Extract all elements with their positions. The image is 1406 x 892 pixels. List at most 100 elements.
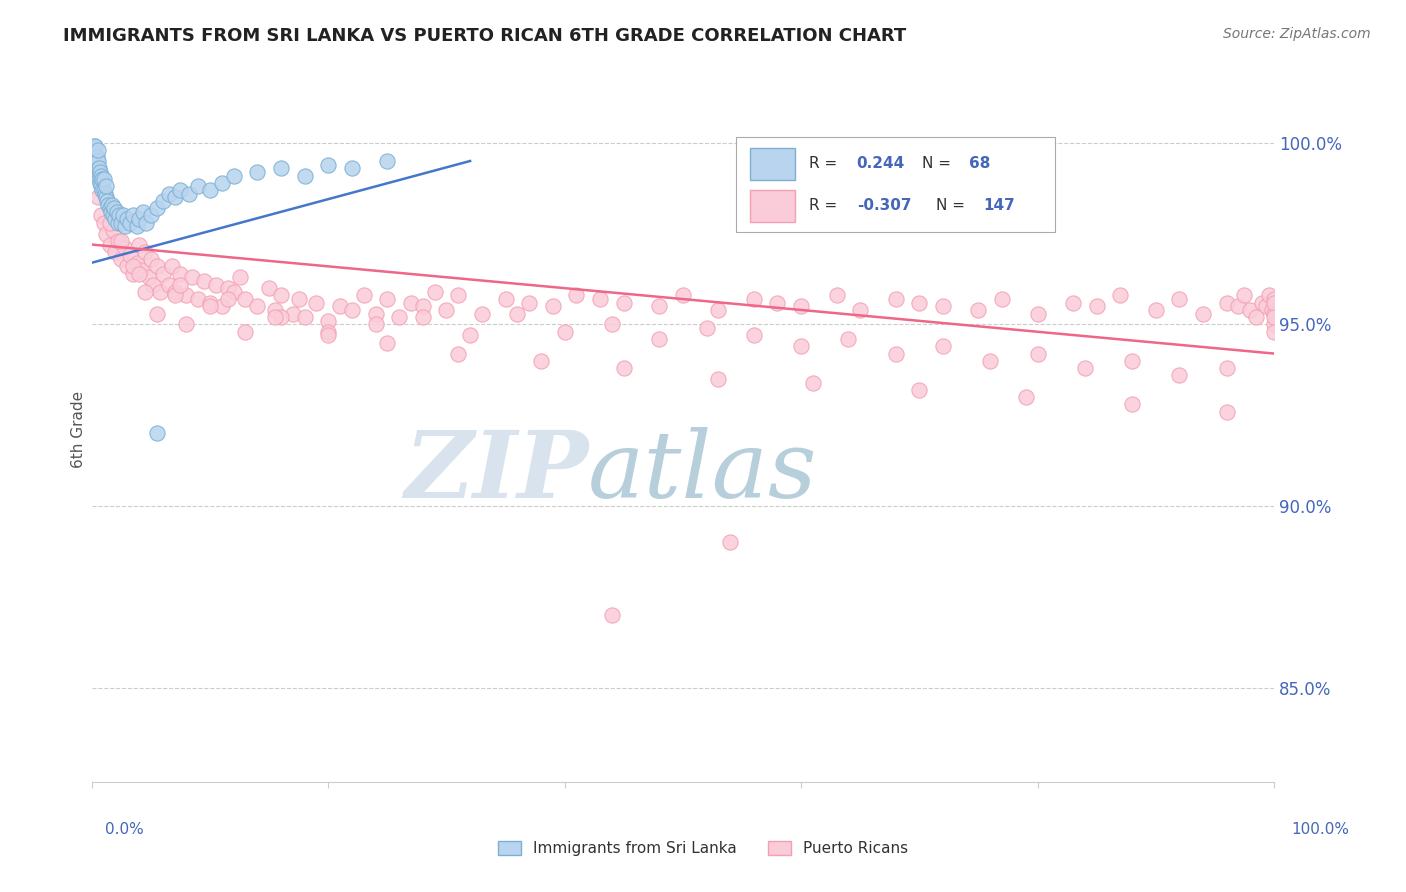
Point — [790, 339, 813, 353]
Point — [742, 292, 765, 306]
Text: N =: N = — [936, 198, 970, 213]
Point — [281, 307, 304, 321]
Point — [1215, 361, 1237, 376]
Point — [471, 307, 494, 321]
Point — [766, 295, 789, 310]
Point — [128, 267, 150, 281]
Point — [103, 201, 125, 215]
Point — [908, 295, 931, 310]
Point — [181, 270, 204, 285]
Text: R =: R = — [810, 156, 842, 171]
Point — [554, 325, 576, 339]
Text: 100.0%: 100.0% — [1292, 822, 1350, 837]
Point — [105, 205, 128, 219]
Point — [94, 227, 117, 241]
FancyBboxPatch shape — [737, 137, 1056, 233]
Point — [163, 190, 186, 204]
Point — [89, 176, 111, 190]
Point — [110, 234, 132, 248]
Point — [1215, 295, 1237, 310]
Point — [837, 332, 859, 346]
Point — [991, 292, 1014, 306]
Point — [139, 209, 162, 223]
Point — [94, 186, 117, 201]
Legend: Immigrants from Sri Lanka, Puerto Ricans: Immigrants from Sri Lanka, Puerto Ricans — [492, 835, 914, 862]
Point — [1227, 299, 1250, 313]
Point — [152, 194, 174, 208]
Point — [101, 197, 124, 211]
Point — [176, 318, 198, 332]
Point — [86, 143, 108, 157]
Point — [246, 299, 269, 313]
Point — [1239, 302, 1261, 317]
Point — [932, 299, 955, 313]
Point — [364, 318, 387, 332]
Point — [412, 299, 434, 313]
Point — [884, 346, 907, 360]
Point — [1215, 405, 1237, 419]
Point — [198, 183, 221, 197]
Point — [648, 332, 671, 346]
Point — [111, 209, 134, 223]
Point — [198, 295, 221, 310]
Point — [458, 328, 481, 343]
Point — [169, 277, 191, 292]
Point — [101, 223, 124, 237]
Point — [104, 244, 127, 259]
Point — [1121, 397, 1143, 411]
Point — [163, 288, 186, 302]
Point — [672, 288, 695, 302]
Point — [316, 328, 339, 343]
Point — [86, 165, 108, 179]
Point — [967, 302, 990, 317]
Point — [187, 179, 209, 194]
Point — [131, 205, 153, 219]
Point — [84, 139, 107, 153]
Point — [353, 288, 375, 302]
Point — [114, 219, 136, 234]
Point — [825, 288, 848, 302]
Point — [270, 161, 292, 176]
Text: -0.307: -0.307 — [856, 198, 911, 213]
Text: 68: 68 — [969, 156, 990, 171]
Point — [1085, 299, 1108, 313]
Point — [423, 285, 446, 299]
Point — [316, 314, 339, 328]
Point — [375, 292, 398, 306]
Point — [506, 307, 529, 321]
Text: ZIP: ZIP — [404, 427, 588, 517]
Point — [375, 335, 398, 350]
Point — [1144, 302, 1167, 317]
Point — [447, 346, 470, 360]
FancyBboxPatch shape — [751, 148, 796, 180]
Point — [589, 292, 612, 306]
Point — [264, 302, 287, 317]
Point — [1258, 288, 1281, 302]
Point — [375, 153, 398, 168]
Point — [114, 241, 136, 255]
Point — [530, 354, 553, 368]
Point — [87, 161, 110, 176]
Point — [134, 244, 156, 259]
Point — [648, 299, 671, 313]
Point — [125, 219, 148, 234]
Point — [270, 310, 292, 325]
Point — [718, 535, 741, 549]
Point — [118, 248, 141, 262]
Point — [149, 285, 172, 299]
Point — [108, 209, 131, 223]
Point — [82, 143, 104, 157]
Point — [1254, 299, 1277, 313]
Point — [1244, 310, 1267, 325]
Point — [128, 237, 150, 252]
Point — [193, 274, 215, 288]
Point — [122, 267, 145, 281]
Point — [517, 295, 540, 310]
Point — [1074, 361, 1097, 376]
Point — [84, 161, 107, 176]
Point — [447, 288, 470, 302]
Point — [198, 299, 221, 313]
Text: Source: ZipAtlas.com: Source: ZipAtlas.com — [1223, 27, 1371, 41]
Point — [1263, 295, 1285, 310]
Point — [707, 372, 730, 386]
